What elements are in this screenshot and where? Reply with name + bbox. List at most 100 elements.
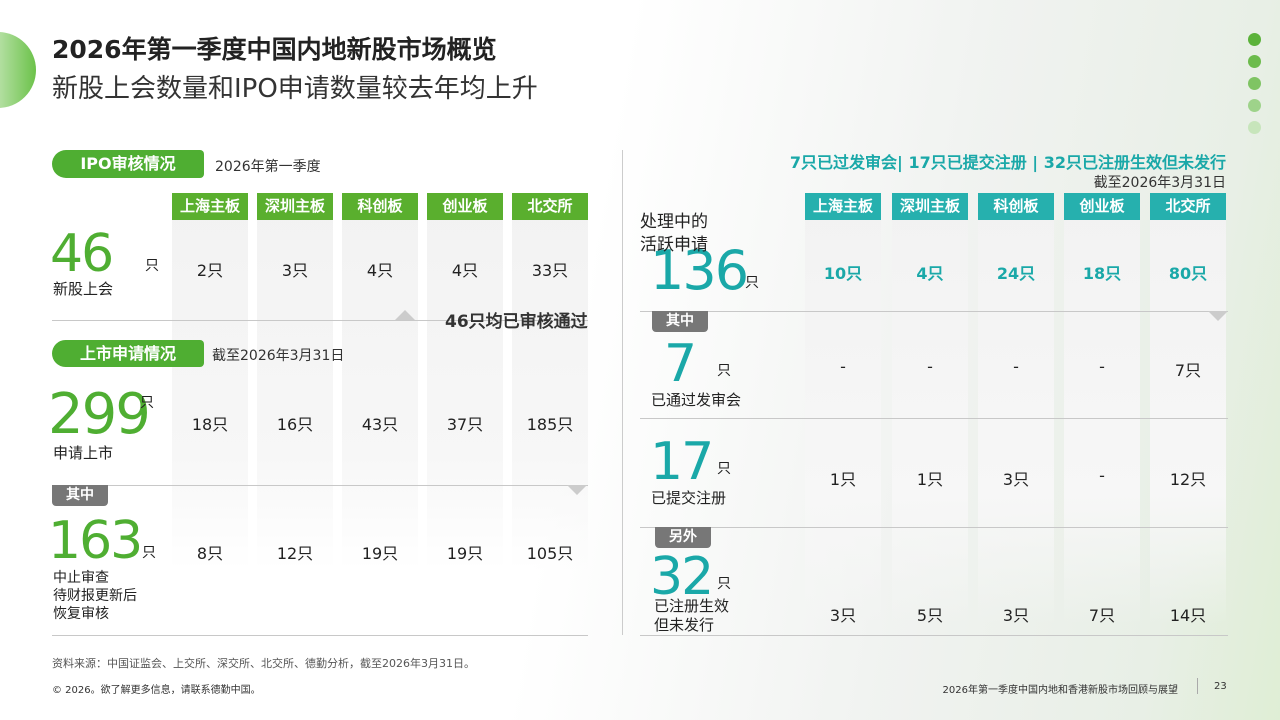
page-number: 23 xyxy=(1214,681,1227,692)
big-number: 32 xyxy=(650,547,714,607)
row-label: 已提交注册 xyxy=(651,489,727,507)
board-header: 北交所 xyxy=(1150,193,1226,220)
unit: 只 xyxy=(142,545,156,561)
period: 2026年第一季度 xyxy=(215,159,321,175)
big-number: 7 xyxy=(664,334,697,394)
copyright: © 2026。欲了解更多信息，请联系德勤中国。 xyxy=(52,685,261,696)
cell: 80只 xyxy=(1168,264,1208,283)
pointer xyxy=(1208,311,1228,321)
column-bg xyxy=(1064,193,1140,625)
row-label: 新股上会 xyxy=(53,280,114,298)
cell: 1只 xyxy=(916,470,944,489)
row-label: 已通过发审会 xyxy=(651,391,742,409)
rule xyxy=(640,311,1228,312)
cell: - xyxy=(1099,466,1105,485)
note: 46只均已审核通过 xyxy=(445,312,588,332)
section-tag: IPO审核情况 xyxy=(52,150,204,178)
row-label: 活跃申请 xyxy=(640,235,708,255)
unit: 只 xyxy=(717,461,731,477)
cell: 185只 xyxy=(526,415,574,434)
cell: 2只 xyxy=(196,261,224,280)
cell: 5只 xyxy=(916,606,944,625)
tag: 其中 xyxy=(652,311,708,332)
rule xyxy=(52,485,588,486)
unit: 只 xyxy=(717,363,731,379)
board-header: 深圳主板 xyxy=(257,193,333,220)
cell: 3只 xyxy=(281,261,309,280)
rule xyxy=(640,527,1228,528)
report-name: 2026年第一季度中国内地和香港新股市场回顾与展望 xyxy=(942,685,1178,696)
cell: 7只 xyxy=(1174,361,1202,380)
board-header: 创业板 xyxy=(1064,193,1140,220)
deco-dot xyxy=(1248,55,1261,68)
deco-circle xyxy=(0,32,36,108)
cell: 18只 xyxy=(191,415,229,434)
cell: - xyxy=(840,357,846,376)
headline: 7只已过发审会| 17只已提交注册 | 32只已注册生效但未发行 xyxy=(789,153,1226,172)
divider xyxy=(622,150,623,635)
cell: 24只 xyxy=(996,264,1036,283)
column-bg xyxy=(978,193,1054,625)
cell: 16只 xyxy=(276,415,314,434)
period: 截至2026年3月31日 xyxy=(212,348,345,364)
date: 截至2026年3月31日 xyxy=(1093,175,1226,191)
cell: 3只 xyxy=(1002,470,1030,489)
cell: 14只 xyxy=(1169,606,1207,625)
row-label: 中止审查 xyxy=(53,570,109,586)
cell: 8只 xyxy=(196,544,224,563)
cell: - xyxy=(1013,357,1019,376)
footer-divider xyxy=(1197,678,1198,694)
board-header: 北交所 xyxy=(512,193,588,220)
row-label: 恢复审核 xyxy=(53,606,109,622)
column-bg xyxy=(512,193,588,570)
pointer xyxy=(567,485,587,495)
cell: 4只 xyxy=(916,264,944,283)
source: 资料来源：中国证监会、上交所、深交所、北交所、德勤分析，截至2026年3月31日… xyxy=(52,657,475,670)
cell: 1只 xyxy=(829,470,857,489)
column-bg xyxy=(1150,193,1226,625)
cell: 3只 xyxy=(1002,606,1030,625)
big-number: 46 xyxy=(50,224,114,284)
tag: 另外 xyxy=(655,527,711,548)
board-header: 深圳主板 xyxy=(892,193,968,220)
pointer xyxy=(395,310,415,320)
row-label: 处理中的 xyxy=(640,212,708,232)
cell: 4只 xyxy=(451,261,479,280)
section-tag: 上市申请情况 xyxy=(52,340,204,367)
deco-dot xyxy=(1248,33,1261,46)
board-header: 创业板 xyxy=(427,193,503,220)
cell: 7只 xyxy=(1088,606,1116,625)
tag: 其中 xyxy=(52,485,108,506)
cell: 37只 xyxy=(446,415,484,434)
cell: 10只 xyxy=(823,264,863,283)
board-header: 上海主板 xyxy=(805,193,881,220)
cell: 43只 xyxy=(361,415,399,434)
cell: 3只 xyxy=(829,606,857,625)
cell: 12只 xyxy=(1169,470,1207,489)
row-label: 已注册生效 xyxy=(654,597,730,615)
cell: 19只 xyxy=(361,544,399,563)
deco-dot xyxy=(1248,121,1261,134)
board-header: 科创板 xyxy=(342,193,418,220)
big-number: 136 xyxy=(650,239,749,302)
column-bg xyxy=(892,193,968,625)
big-number: 299 xyxy=(48,382,151,447)
cell: 33只 xyxy=(531,261,569,280)
cell: 4只 xyxy=(366,261,394,280)
column-bg xyxy=(805,193,881,625)
deco-dot xyxy=(1248,99,1261,112)
row-label: 但未发行 xyxy=(654,616,715,634)
column-bg xyxy=(172,193,248,570)
row-label: 待财报更新后 xyxy=(53,588,137,604)
rule xyxy=(640,418,1228,419)
board-header: 科创板 xyxy=(978,193,1054,220)
unit: 只 xyxy=(745,275,759,291)
column-bg xyxy=(257,193,333,570)
rule xyxy=(52,320,588,321)
big-number: 17 xyxy=(650,432,714,492)
cell: 19只 xyxy=(446,544,484,563)
title: 2026年第一季度中国内地新股市场概览 xyxy=(52,35,497,64)
unit: 只 xyxy=(717,576,731,592)
column-bg xyxy=(342,193,418,570)
